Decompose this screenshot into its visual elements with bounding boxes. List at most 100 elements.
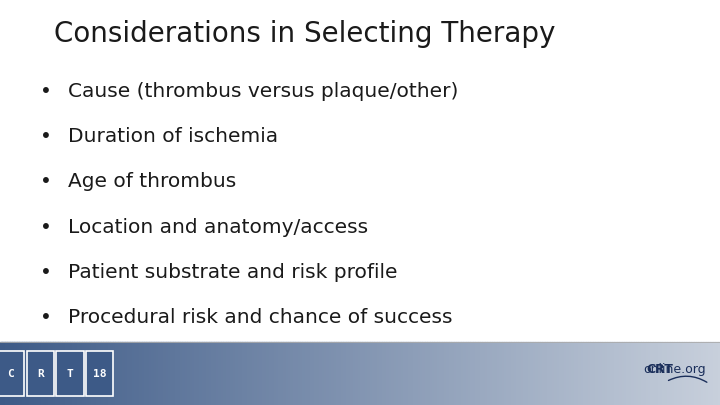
- Text: •: •: [40, 173, 51, 191]
- Bar: [372, 342, 374, 405]
- Text: •: •: [40, 263, 51, 282]
- Bar: [382, 342, 384, 405]
- Bar: [648, 342, 650, 405]
- Bar: [571, 342, 574, 405]
- Bar: [456, 342, 459, 405]
- Bar: [192, 342, 194, 405]
- Bar: [257, 342, 259, 405]
- Bar: [423, 342, 425, 405]
- Bar: [521, 342, 523, 405]
- Bar: [221, 342, 223, 405]
- Bar: [252, 342, 254, 405]
- Bar: [413, 342, 415, 405]
- Bar: [418, 342, 420, 405]
- Bar: [502, 342, 504, 405]
- Text: online.org: online.org: [643, 363, 706, 376]
- Bar: [660, 342, 662, 405]
- Bar: [603, 342, 605, 405]
- Bar: [230, 342, 233, 405]
- Bar: [300, 342, 302, 405]
- Bar: [139, 342, 142, 405]
- Bar: [367, 342, 369, 405]
- Bar: [91, 342, 94, 405]
- Bar: [600, 342, 603, 405]
- Bar: [185, 342, 187, 405]
- Bar: [161, 342, 163, 405]
- Bar: [387, 342, 389, 405]
- Bar: [643, 342, 646, 405]
- Bar: [470, 342, 473, 405]
- Bar: [540, 342, 542, 405]
- Text: Procedural risk and chance of success: Procedural risk and chance of success: [68, 309, 453, 327]
- Bar: [509, 342, 511, 405]
- Bar: [631, 342, 634, 405]
- Bar: [531, 342, 533, 405]
- Bar: [70, 342, 72, 405]
- Bar: [391, 342, 394, 405]
- Bar: [153, 342, 156, 405]
- Bar: [576, 342, 578, 405]
- Bar: [348, 342, 351, 405]
- Bar: [38, 342, 41, 405]
- Bar: [228, 342, 230, 405]
- Bar: [247, 342, 250, 405]
- Bar: [120, 342, 122, 405]
- Bar: [271, 342, 274, 405]
- Bar: [420, 342, 423, 405]
- Bar: [408, 342, 410, 405]
- Bar: [322, 342, 324, 405]
- Text: C: C: [7, 369, 14, 379]
- Bar: [377, 342, 379, 405]
- Text: Age of thrombus: Age of thrombus: [68, 173, 237, 191]
- Bar: [614, 342, 617, 405]
- Bar: [655, 342, 657, 405]
- Bar: [715, 342, 718, 405]
- Bar: [425, 342, 427, 405]
- Bar: [670, 342, 672, 405]
- Bar: [497, 342, 499, 405]
- Bar: [295, 342, 297, 405]
- Bar: [506, 342, 509, 405]
- Bar: [513, 342, 516, 405]
- Bar: [657, 342, 660, 405]
- Bar: [163, 342, 166, 405]
- Bar: [624, 342, 626, 405]
- Text: T: T: [66, 369, 73, 379]
- Bar: [574, 342, 576, 405]
- Bar: [475, 342, 477, 405]
- Bar: [166, 342, 168, 405]
- Bar: [480, 342, 482, 405]
- Text: 18: 18: [93, 369, 106, 379]
- Bar: [451, 342, 454, 405]
- Bar: [461, 342, 463, 405]
- Bar: [389, 342, 391, 405]
- Bar: [326, 342, 329, 405]
- Bar: [122, 342, 125, 405]
- Bar: [67, 342, 70, 405]
- Bar: [672, 342, 675, 405]
- Bar: [549, 342, 552, 405]
- Bar: [55, 342, 58, 405]
- Bar: [338, 342, 341, 405]
- Bar: [63, 342, 65, 405]
- Bar: [34, 342, 36, 405]
- Bar: [331, 342, 333, 405]
- Bar: [545, 342, 547, 405]
- Bar: [446, 342, 449, 405]
- Bar: [567, 342, 569, 405]
- Text: Considerations in Selecting Therapy: Considerations in Selecting Therapy: [54, 20, 555, 48]
- Text: Duration of ischemia: Duration of ischemia: [68, 127, 279, 146]
- Text: Cause (thrombus versus plaque/other): Cause (thrombus versus plaque/other): [68, 82, 459, 100]
- Bar: [250, 342, 252, 405]
- Bar: [173, 342, 175, 405]
- Bar: [696, 342, 698, 405]
- Bar: [439, 342, 441, 405]
- Bar: [401, 342, 403, 405]
- Bar: [53, 342, 55, 405]
- Bar: [290, 342, 293, 405]
- Bar: [202, 342, 204, 405]
- Bar: [142, 342, 144, 405]
- Bar: [535, 342, 538, 405]
- Text: •: •: [40, 82, 51, 100]
- FancyBboxPatch shape: [27, 351, 54, 396]
